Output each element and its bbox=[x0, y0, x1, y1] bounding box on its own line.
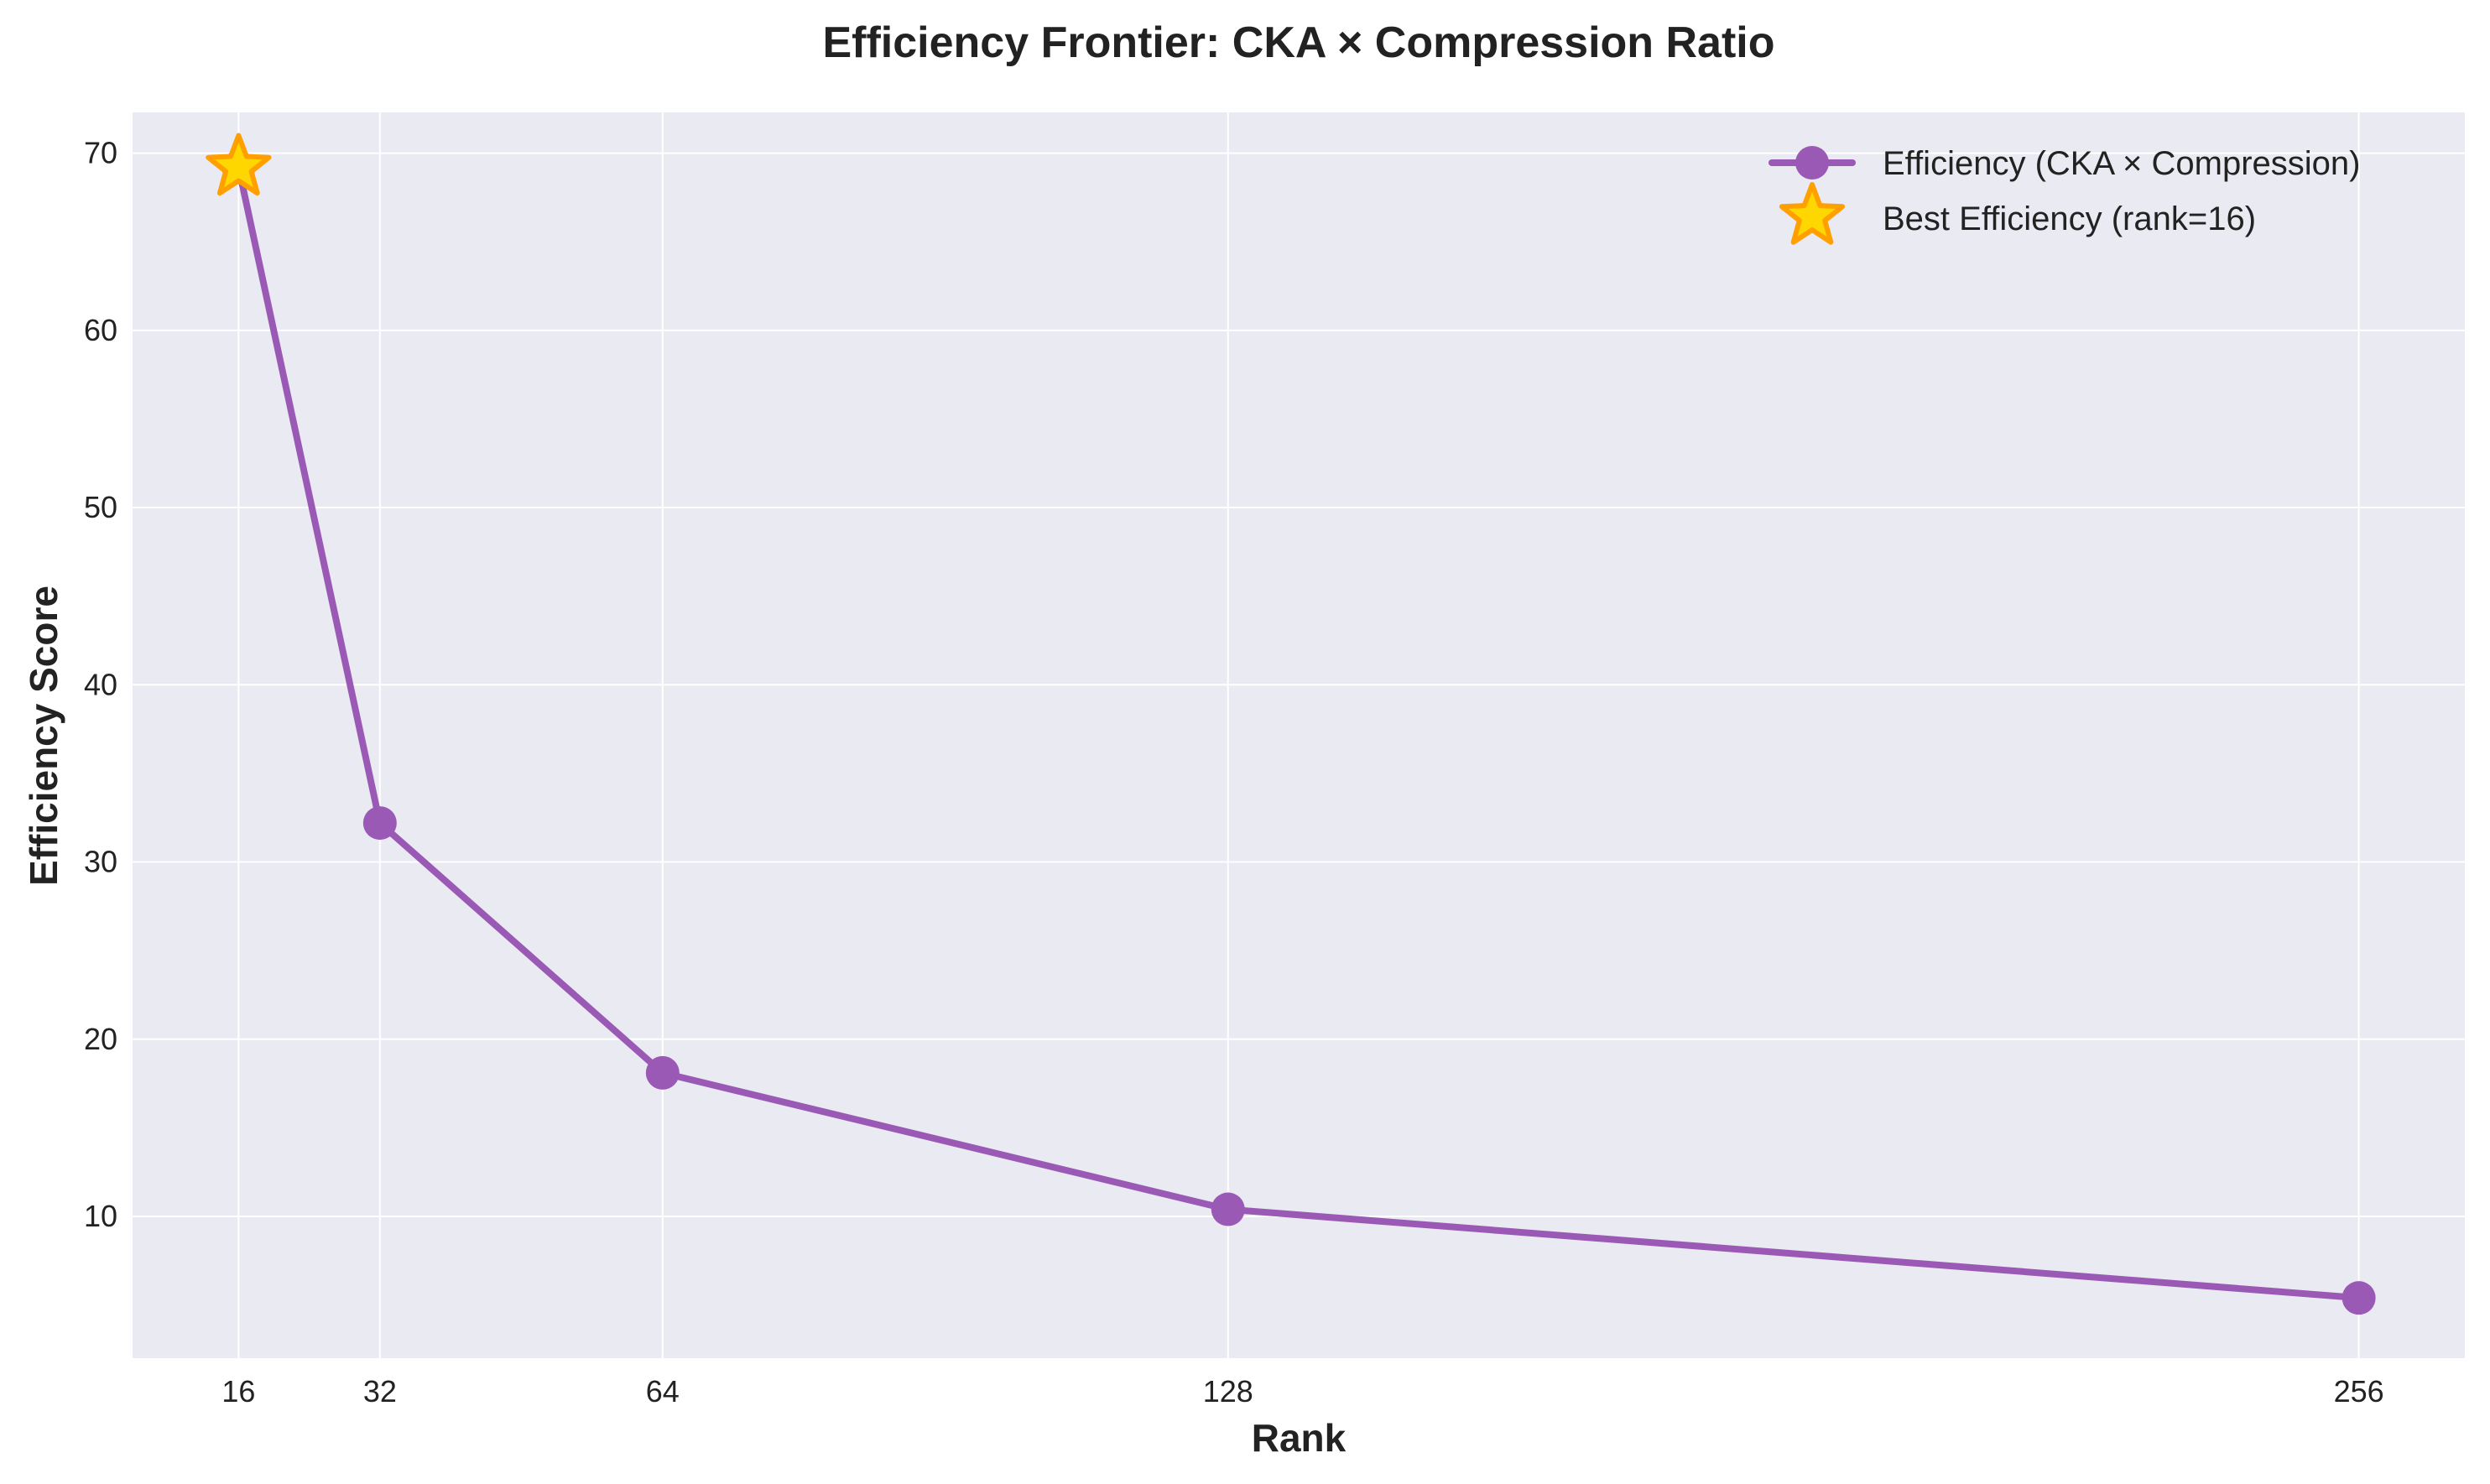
y-tick-label: 20 bbox=[84, 1022, 117, 1056]
legend-label-best-efficiency: Best Efficiency (rank=16) bbox=[1883, 200, 2256, 237]
legend-label-efficiency: Efficiency (CKA × Compression) bbox=[1883, 145, 2360, 182]
efficiency-data-point bbox=[362, 806, 397, 841]
x-tick-label: 256 bbox=[2334, 1374, 2384, 1408]
efficiency-data-point bbox=[1211, 1192, 1245, 1226]
y-tick-label: 10 bbox=[84, 1199, 117, 1233]
plot-area bbox=[133, 112, 2465, 1358]
y-tick-label: 60 bbox=[84, 313, 117, 347]
legend: Efficiency (CKA × Compression) Best Effi… bbox=[1769, 145, 2360, 245]
x-axis-label: Rank bbox=[1252, 1416, 1347, 1460]
tick-labels: 16 32 64 128 256 10 20 30 40 50 60 70 bbox=[84, 136, 2384, 1408]
grid bbox=[133, 112, 2465, 1358]
y-tick-label: 70 bbox=[84, 136, 117, 170]
x-tick-label: 32 bbox=[363, 1374, 397, 1408]
y-tick-label: 40 bbox=[84, 667, 117, 701]
efficiency-data-point bbox=[645, 1055, 680, 1090]
series-marker-layer bbox=[206, 133, 2376, 1315]
x-tick-label: 128 bbox=[1203, 1374, 1253, 1408]
chart-title: Efficiency Frontier: CKA × Compression R… bbox=[822, 18, 1774, 67]
y-tick-label: 30 bbox=[84, 845, 117, 879]
x-tick-label: 16 bbox=[221, 1374, 255, 1408]
best-efficiency-star-marker bbox=[206, 133, 272, 196]
legend-star-marker-icon bbox=[1779, 182, 1846, 245]
y-tick-label: 50 bbox=[84, 490, 117, 524]
y-axis-label: Efficiency Score bbox=[22, 586, 65, 886]
legend-circle-marker-icon bbox=[1795, 146, 1829, 180]
efficiency-data-point bbox=[2342, 1281, 2376, 1315]
x-tick-label: 64 bbox=[646, 1374, 680, 1408]
